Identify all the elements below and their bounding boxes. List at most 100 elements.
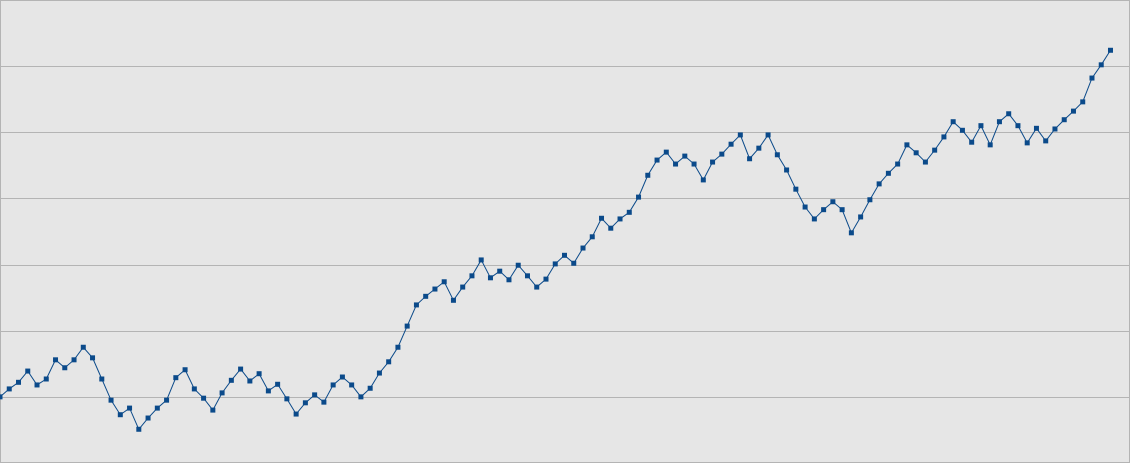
- data-point: [654, 157, 660, 163]
- data-point: [830, 199, 836, 205]
- data-point: [932, 147, 938, 153]
- data-point: [136, 426, 142, 432]
- data-point: [636, 194, 642, 200]
- data-point: [543, 276, 549, 282]
- data-point: [950, 119, 956, 125]
- data-point: [747, 156, 753, 162]
- data-point: [432, 286, 438, 292]
- data-point: [1006, 111, 1012, 117]
- data-point: [784, 167, 790, 173]
- data-point: [1015, 123, 1021, 129]
- data-point: [71, 357, 77, 363]
- data-point: [238, 366, 244, 372]
- data-point: [663, 149, 669, 155]
- data-point: [256, 371, 262, 377]
- data-point: [201, 395, 207, 401]
- data-point: [506, 277, 512, 283]
- data-point: [302, 400, 308, 406]
- data-point: [922, 159, 928, 165]
- data-point: [53, 357, 59, 363]
- data-point: [515, 262, 521, 268]
- data-point: [80, 344, 86, 350]
- data-point: [848, 230, 854, 236]
- data-point: [774, 152, 780, 158]
- data-point: [330, 382, 336, 388]
- data-point: [228, 377, 234, 383]
- data-point: [1033, 125, 1039, 131]
- data-point: [376, 370, 382, 376]
- data-point: [210, 407, 216, 413]
- data-point: [821, 207, 827, 213]
- data-point: [1024, 140, 1030, 146]
- data-point: [1061, 117, 1067, 123]
- data-point: [182, 367, 188, 373]
- data-point: [1080, 99, 1086, 105]
- data-point: [367, 385, 373, 391]
- data-point: [589, 234, 595, 240]
- data-point: [673, 161, 679, 167]
- data-point: [645, 172, 651, 178]
- data-point: [62, 365, 68, 371]
- data-point: [247, 378, 253, 384]
- data-point: [154, 405, 160, 411]
- data-point: [1070, 108, 1076, 114]
- data-point: [895, 161, 901, 167]
- data-point: [404, 323, 410, 329]
- data-point: [802, 204, 808, 210]
- data-point: [987, 142, 993, 148]
- data-point: [996, 119, 1002, 125]
- data-point: [349, 382, 355, 388]
- data-point: [460, 284, 466, 290]
- data-point: [978, 123, 984, 129]
- data-point: [571, 260, 577, 266]
- data-point: [117, 412, 123, 418]
- data-point: [839, 207, 845, 213]
- data-point: [395, 344, 401, 350]
- data-point: [858, 214, 864, 220]
- data-point: [275, 381, 281, 387]
- data-point: [358, 394, 364, 400]
- data-point: [941, 134, 947, 140]
- data-point: [1107, 47, 1113, 53]
- data-point: [626, 209, 632, 215]
- data-point: [127, 405, 133, 411]
- data-point: [99, 376, 105, 382]
- data-point: [959, 127, 965, 133]
- data-point: [552, 261, 558, 267]
- data-point: [6, 386, 12, 392]
- data-point: [43, 376, 49, 382]
- data-point: [321, 399, 327, 405]
- data-point: [534, 284, 540, 290]
- data-point: [284, 396, 290, 402]
- data-point: [450, 297, 456, 303]
- data-point: [441, 279, 447, 285]
- data-point: [25, 368, 31, 374]
- data-point: [312, 392, 318, 398]
- data-point: [487, 275, 493, 281]
- data-point: [0, 394, 3, 400]
- data-point: [580, 245, 586, 251]
- data-point: [765, 132, 771, 138]
- data-point: [108, 397, 114, 403]
- data-point: [34, 382, 40, 388]
- data-point: [969, 139, 975, 145]
- data-point: [885, 170, 891, 176]
- data-point: [904, 142, 910, 148]
- data-point: [608, 225, 614, 231]
- data-point: [173, 375, 179, 381]
- data-point: [700, 177, 706, 183]
- data-point: [469, 273, 475, 279]
- data-point: [811, 216, 817, 222]
- data-point: [90, 355, 96, 361]
- data-point: [478, 257, 484, 263]
- data-point: [1052, 126, 1058, 132]
- data-point: [1043, 138, 1049, 144]
- data-point: [413, 302, 419, 308]
- data-point: [339, 374, 345, 380]
- data-point: [867, 197, 873, 203]
- data-point: [617, 216, 623, 222]
- data-point: [682, 153, 688, 159]
